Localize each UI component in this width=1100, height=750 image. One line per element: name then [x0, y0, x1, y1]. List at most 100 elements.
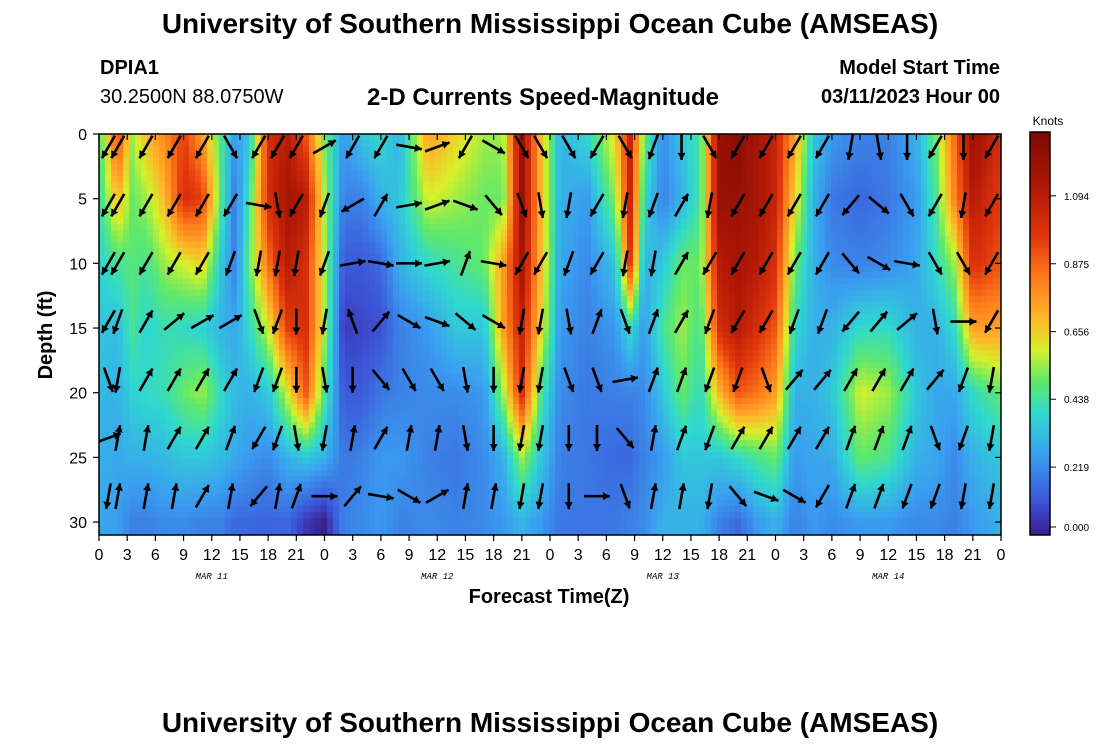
current-vector-arrow — [396, 200, 423, 209]
current-vector-arrow — [461, 366, 471, 393]
current-vector-arrow — [459, 250, 472, 277]
current-vector-arrow — [194, 484, 210, 509]
current-vector-arrow — [433, 424, 443, 452]
current-vector-arrow — [869, 310, 889, 333]
current-vector-arrow — [786, 251, 802, 276]
current-vector-arrow — [732, 367, 744, 393]
current-vector-arrow — [673, 251, 690, 276]
x-tick-label: 0 — [95, 547, 104, 564]
current-vector-arrow — [138, 251, 154, 276]
y-tick-label: 30 — [69, 515, 87, 532]
current-vector-arrow — [424, 258, 451, 267]
current-vector-arrow — [138, 309, 154, 334]
current-vector-arrow — [170, 483, 180, 510]
current-vector-arrow — [194, 367, 210, 392]
colorbar-tick-label: 0.219 — [1064, 463, 1089, 474]
current-vector-arrow — [516, 424, 526, 452]
current-vector-arrow — [371, 310, 391, 333]
current-vectors — [99, 134, 1000, 510]
y-axis-label: Depth (ft) — [35, 291, 57, 380]
current-vector-arrow — [291, 250, 300, 277]
current-vector-arrow — [925, 368, 945, 391]
current-vector-arrow — [814, 251, 831, 276]
current-vector-arrow — [163, 312, 185, 331]
current-vector-arrow — [814, 135, 831, 159]
current-vector-arrow — [100, 309, 117, 334]
current-vector-arrow — [703, 425, 716, 451]
station-coordinates: 30.2500N 88.0750W — [100, 86, 284, 108]
current-vector-arrow — [290, 483, 303, 509]
colorbar-tick-label: 0.656 — [1064, 328, 1089, 339]
current-vector-arrow — [100, 193, 117, 218]
current-vector-arrow — [424, 141, 450, 153]
current-vector-arrow — [814, 484, 831, 509]
current-vector-arrow — [986, 424, 996, 452]
current-vector-arrow — [677, 134, 686, 160]
current-vector-arrow — [813, 368, 832, 391]
current-vector-arrow — [753, 490, 779, 503]
current-vector-arrow — [583, 492, 610, 501]
current-vector-arrow — [288, 193, 304, 218]
current-vector-arrow — [702, 135, 718, 159]
colorbar-tick-label: 0.000 — [1064, 523, 1089, 534]
current-vector-arrow — [222, 193, 239, 218]
current-vector-arrow — [490, 483, 499, 510]
current-vector-arrow — [955, 251, 972, 276]
current-vector-arrow — [615, 427, 635, 449]
current-vector-arrow — [592, 424, 601, 451]
model-start-value: 03/11/2023 Hour 00 — [820, 86, 1000, 108]
x-tick-label: 18 — [485, 547, 503, 564]
current-vector-arrow — [950, 317, 977, 326]
current-vector-arrow — [481, 313, 506, 330]
current-vector-arrow — [673, 193, 690, 218]
current-vector-arrow — [589, 193, 605, 218]
current-vector-arrow — [425, 488, 450, 504]
current-vector-arrow — [110, 135, 126, 159]
x-tick-label: 9 — [405, 547, 414, 564]
current-vector-arrow — [649, 483, 659, 510]
date-label: MAR 12 — [421, 572, 454, 582]
current-vector-arrow — [929, 483, 941, 509]
current-vector-arrow — [927, 193, 943, 218]
current-vector-arrow — [788, 308, 800, 335]
x-tick-label: 3 — [348, 547, 357, 564]
current-vector-arrow — [841, 252, 861, 275]
current-vector-arrow — [222, 367, 239, 392]
current-vector-arrow — [875, 134, 884, 160]
x-tick-label: 12 — [654, 547, 672, 564]
current-vector-arrow — [245, 201, 272, 211]
current-vector-arrow — [343, 485, 363, 507]
current-vector-arrow — [371, 368, 391, 391]
current-vector-arrow — [760, 367, 772, 393]
current-vector-arrow — [457, 135, 474, 159]
current-vector-arrow — [929, 425, 942, 451]
x-tick-label: 3 — [123, 547, 132, 564]
current-vector-arrow — [194, 426, 210, 450]
current-vector-arrow — [649, 424, 659, 452]
current-vector-arrow — [269, 135, 286, 159]
current-vector-arrow — [514, 251, 530, 276]
current-vector-arrow — [367, 492, 394, 502]
current-vector-arrow — [340, 197, 365, 213]
current-vector-arrow — [102, 367, 115, 393]
current-vector-arrow — [252, 367, 265, 393]
x-tick-label: 12 — [203, 547, 221, 564]
current-vector-arrow — [484, 194, 503, 216]
current-vector-arrow — [111, 308, 124, 335]
current-vector-arrow — [138, 367, 154, 392]
current-vector-arrow — [110, 193, 126, 218]
current-vector-arrow — [703, 308, 716, 335]
current-vector-arrow — [983, 135, 1000, 159]
current-vector-arrow — [480, 259, 507, 269]
current-vector-arrow — [348, 366, 357, 393]
current-vector-arrow — [958, 483, 967, 510]
current-vector-arrow — [481, 139, 506, 155]
current-vector-arrow — [958, 192, 967, 219]
current-vector-arrow — [619, 483, 631, 509]
current-vector-arrow — [873, 425, 885, 451]
x-tick-label: 21 — [964, 547, 982, 564]
x-tick-label: 0 — [771, 547, 780, 564]
current-vector-arrow — [728, 485, 748, 507]
current-vector-arrow — [535, 424, 545, 452]
current-vector-arrow — [814, 193, 831, 218]
